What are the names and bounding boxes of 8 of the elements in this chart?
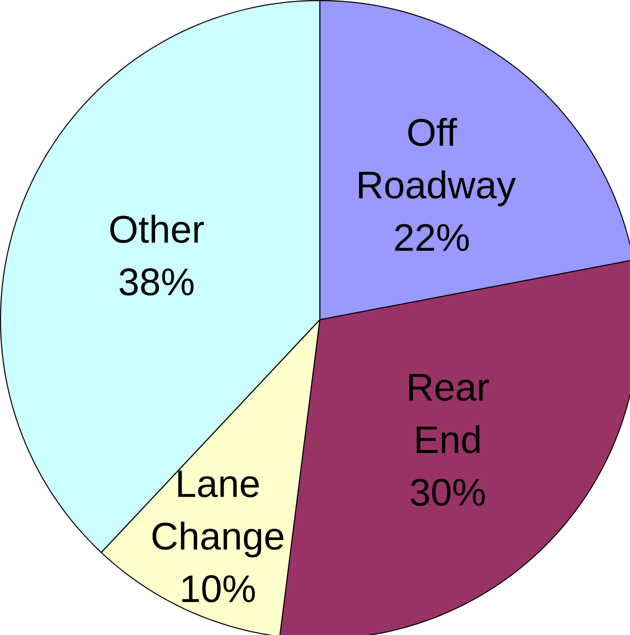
data-label: 30% (410, 478, 485, 506)
slice-label: Rear End (409, 374, 489, 454)
slice-label: Off Roadway (359, 118, 516, 206)
slice-label: Lane Change (152, 470, 284, 558)
data-label: 22% (395, 224, 469, 251)
data-label: 38% (120, 268, 194, 296)
slice-label: Other (110, 214, 204, 243)
data-label: 10% (182, 575, 255, 602)
